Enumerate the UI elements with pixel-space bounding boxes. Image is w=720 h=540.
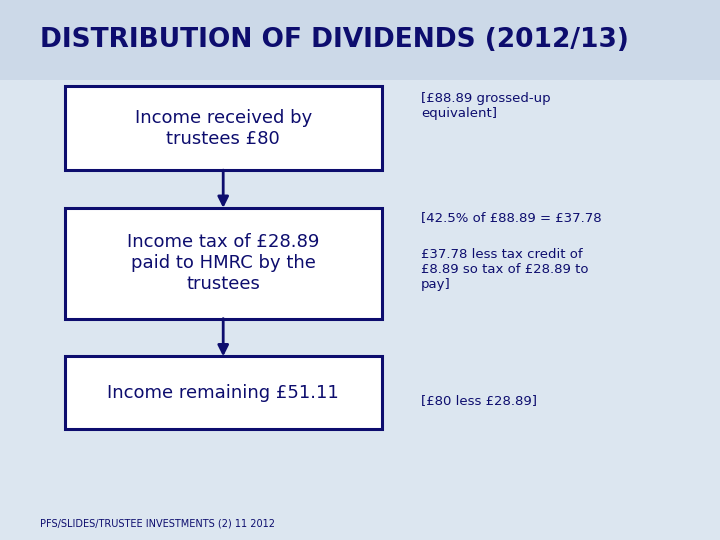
Text: [42.5% of £88.89 = £37.78: [42.5% of £88.89 = £37.78 xyxy=(421,211,602,224)
Text: £37.78 less tax credit of
£8.89 so tax of £28.89 to
pay]: £37.78 less tax credit of £8.89 so tax o… xyxy=(421,248,589,292)
Text: [£80 less £28.89]: [£80 less £28.89] xyxy=(421,394,537,407)
Text: Income received by
trustees £80: Income received by trustees £80 xyxy=(135,109,312,147)
Text: [£88.89 grossed-up
equivalent]: [£88.89 grossed-up equivalent] xyxy=(421,92,551,120)
Text: Income tax of £28.89
paid to HMRC by the
trustees: Income tax of £28.89 paid to HMRC by the… xyxy=(127,233,320,293)
Text: DISTRIBUTION OF DIVIDENDS (2012/13): DISTRIBUTION OF DIVIDENDS (2012/13) xyxy=(40,27,629,53)
Text: Income remaining £51.11: Income remaining £51.11 xyxy=(107,384,339,402)
Text: PFS/SLIDES/TRUSTEE INVESTMENTS (2) 11 2012: PFS/SLIDES/TRUSTEE INVESTMENTS (2) 11 20… xyxy=(40,518,274,528)
Bar xyxy=(0,0,720,80)
Bar xyxy=(65,356,382,429)
Bar xyxy=(65,86,382,170)
Bar xyxy=(65,208,382,319)
